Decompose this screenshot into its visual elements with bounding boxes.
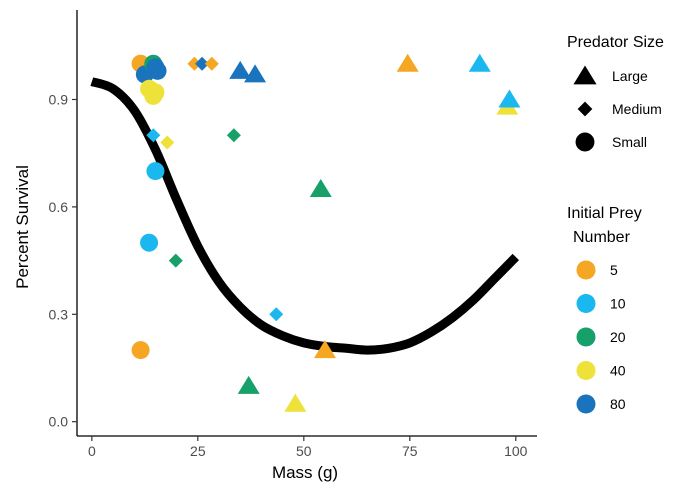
- legend-shape-diamond-icon: [577, 101, 593, 117]
- data-point-5: [146, 83, 165, 102]
- y-tick-label: 0.9: [49, 91, 69, 107]
- legend-shape-label: Large: [612, 68, 648, 84]
- legend-shape-circle-icon: [575, 132, 595, 152]
- y-tick-label: 0.6: [49, 199, 69, 215]
- legend-shape-title: Predator Size: [567, 34, 664, 51]
- legend-color-label: 10: [610, 296, 626, 312]
- data-point-16: [195, 56, 210, 71]
- fit-curve-layer: [90, 77, 520, 355]
- legend-initial-prey-number: Initial Prey Number 5 10 20 40 80: [567, 205, 642, 414]
- legend-color-label: 80: [610, 396, 626, 412]
- data-point-22: [237, 375, 260, 394]
- legend-shape-label: Medium: [612, 101, 662, 117]
- legend-color-swatch-icon: [576, 327, 596, 347]
- data-point-20: [229, 60, 252, 79]
- legend-color-title-line-1: Initial Prey: [567, 205, 642, 222]
- legend-shape-label: Small: [612, 134, 647, 150]
- legend-color-label: 5: [610, 262, 618, 278]
- legend-color-title-line-2: Number: [573, 229, 631, 246]
- data-point-8: [148, 61, 167, 80]
- data-point-14: [168, 253, 183, 268]
- data-point-15: [187, 56, 202, 71]
- legend-color-swatch-icon: [576, 394, 596, 414]
- x-tick-label: 25: [190, 443, 206, 459]
- data-point-11: [146, 162, 165, 181]
- legend-shape-triangle-icon: [573, 65, 597, 85]
- x-axis-title: Mass (g): [272, 463, 338, 482]
- legend-color-swatch-icon: [576, 294, 596, 313]
- data-point-21: [244, 64, 267, 83]
- data-point-27: [468, 53, 491, 72]
- x-tick-label: 50: [296, 443, 312, 459]
- data-point-9: [131, 341, 150, 360]
- data-point-29: [498, 89, 521, 108]
- x-tick-label: 100: [504, 443, 528, 459]
- legend-color-label: 40: [610, 363, 626, 379]
- y-tick-label: 0.0: [49, 414, 69, 430]
- data-point-12: [146, 128, 161, 143]
- data-point-10: [140, 233, 159, 252]
- axes: 0 25 50 75 100 0.0 0.3 0.6 0.9: [49, 10, 537, 459]
- data-point-18: [226, 128, 241, 143]
- x-tick-label: 75: [402, 443, 418, 459]
- legend-color-swatch-icon: [576, 260, 596, 280]
- legend-color-swatch-icon: [576, 361, 596, 380]
- data-point-24: [309, 178, 332, 197]
- data-point-26: [396, 53, 419, 72]
- data-point-19: [269, 307, 284, 322]
- x-tick-label: 0: [88, 443, 96, 459]
- data-point-25: [314, 340, 337, 359]
- y-axis-title: Percent Survival: [13, 165, 32, 289]
- y-tick-label: 0.3: [49, 306, 69, 322]
- fit-curve-line: [90, 77, 520, 355]
- legend-color-label: 20: [610, 329, 626, 345]
- data-point-13: [160, 135, 175, 150]
- data-points: [131, 53, 521, 412]
- data-point-23: [284, 393, 307, 412]
- data-point-17: [204, 56, 219, 71]
- legend-predator-size: Predator Size Large Medium Small: [567, 34, 664, 152]
